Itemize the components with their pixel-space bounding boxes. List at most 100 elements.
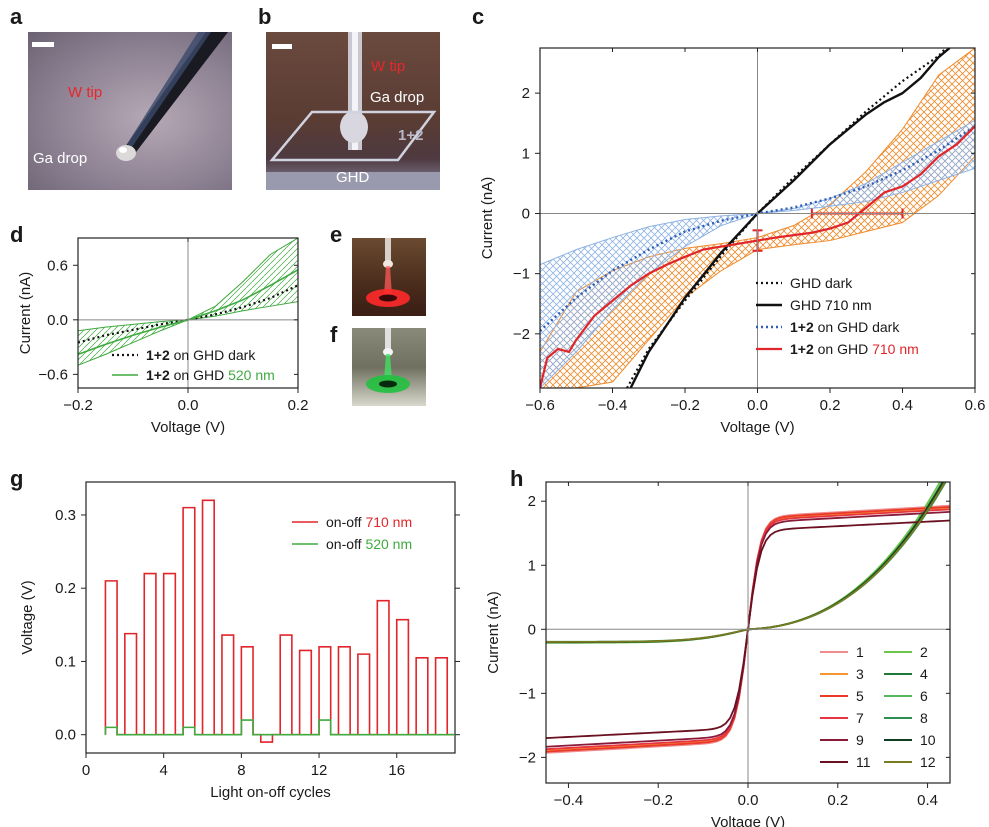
substrate-label-b: GHD <box>336 169 370 186</box>
y-tick-label: 0.0 <box>55 727 76 744</box>
ga-drop-shape <box>340 111 368 143</box>
series-line <box>540 125 975 388</box>
x-tick-label: −0.2 <box>63 397 93 414</box>
panel-label-b: b <box>258 4 272 29</box>
x-tick-label: −0.2 <box>643 792 673 809</box>
x-tick-label: 0.2 <box>288 397 309 414</box>
error-band-orange <box>540 48 975 388</box>
y-tick-label: 0.2 <box>55 580 76 597</box>
legend-entry: GHD 710 nm <box>790 297 872 313</box>
y-tick-label: 0.0 <box>47 312 68 329</box>
error-band-lightgreen <box>78 238 298 366</box>
legend-label: 9 <box>856 732 864 748</box>
legend-label: 3 <box>856 666 864 682</box>
sample-label-b: 1+2 <box>398 127 424 144</box>
plot-frame <box>85 481 456 754</box>
x-tick-label: 0.6 <box>965 397 986 414</box>
x-tick-label: 4 <box>160 762 168 779</box>
photo-a: W tip Ga drop <box>28 32 232 190</box>
legend-label: 5 <box>856 688 864 704</box>
y-axis-label: Current (nA) <box>485 591 502 674</box>
x-tick-label: 0.4 <box>892 397 913 414</box>
y-tick-label: 0.3 <box>55 507 76 524</box>
legend-label: 11 <box>856 754 871 770</box>
legend-label: 6 <box>920 688 928 704</box>
y-tick-label: 2 <box>528 493 536 510</box>
x-tick-label: 0.0 <box>738 792 759 809</box>
legend-label: 8 <box>920 710 928 726</box>
legend-entry: 1+2 on GHD dark <box>146 347 256 363</box>
panel-label-c: c <box>472 4 485 29</box>
y-tick-label: −2 <box>513 326 530 343</box>
legend-label: 10 <box>920 732 936 748</box>
w-tip-label-b: W tip <box>371 58 406 75</box>
x-axis-label: Voltage (V) <box>151 419 225 436</box>
y-axis-label: Voltage (V) <box>19 580 36 654</box>
panel-label-h: h <box>510 466 524 491</box>
chart-d: −0.2 0.0 0.2 −0.6 0.0 0.6 Voltage (V) Current (… <box>17 237 309 436</box>
step-series-line <box>104 719 455 736</box>
photo-e-drawing <box>366 238 410 307</box>
panel-label-e: e <box>330 222 343 247</box>
panel-label-g: g <box>10 466 24 491</box>
legend-entry: on-off 710 nm <box>326 514 412 530</box>
x-tick-label: 0.2 <box>820 397 841 414</box>
y-tick-label: 0 <box>528 621 536 638</box>
legend-entry: 1+2 on GHD 710 nm <box>790 341 919 357</box>
legend-label: 4 <box>920 666 928 682</box>
y-tick-label: −0.6 <box>38 366 68 383</box>
x-tick-label: −0.4 <box>554 792 584 809</box>
legend-label: 1 <box>856 644 864 660</box>
panel-label-a: a <box>10 4 23 29</box>
legend-entry: 1+2 on GHD 520 nm <box>146 367 275 383</box>
y-tick-label: −2 <box>519 749 536 766</box>
legend-label: 7 <box>856 710 864 726</box>
y-axis-label: Current (nA) <box>17 272 34 355</box>
y-tick-label: 0.6 <box>47 257 68 274</box>
x-tick-label: −0.2 <box>670 397 700 414</box>
series-line <box>629 48 951 388</box>
y-tick-label: 2 <box>522 85 530 102</box>
sample-parallelogram <box>269 110 437 162</box>
x-axis-label: Voltage (V) <box>711 814 785 827</box>
x-tick-label: 8 <box>237 762 245 779</box>
legend-entry: on-off 520 nm <box>326 536 412 552</box>
x-tick-label: 16 <box>388 762 405 779</box>
photo-b-drawing <box>266 32 440 190</box>
x-axis-label: Voltage (V) <box>720 419 794 436</box>
y-tick-label: 1 <box>522 145 530 162</box>
w-tip-shape <box>123 32 228 156</box>
photo-f <box>352 328 426 406</box>
ga-drop-label-a: Ga drop <box>33 150 88 167</box>
error-band-lightblue <box>540 119 975 388</box>
x-tick-label: 12 <box>311 762 328 779</box>
y-tick-label: −1 <box>519 685 536 702</box>
x-tick-label: 0 <box>82 762 90 779</box>
y-tick-label: 1 <box>528 557 536 574</box>
x-tick-label: −0.6 <box>525 397 555 414</box>
panel-label-d: d <box>10 222 24 247</box>
scale-bar <box>272 44 292 49</box>
w-tip-label-a: W tip <box>68 84 103 101</box>
legend-label: 12 <box>920 754 936 770</box>
x-tick-label: 0.0 <box>747 397 768 414</box>
panel-label-f: f <box>330 322 338 347</box>
chart-c: −0.6 −0.4 −0.2 0.0 0.2 0.4 0.6 −2 −1 0 1 2 Voltage (… <box>479 47 986 436</box>
y-tick-label: 0 <box>522 205 530 222</box>
x-tick-label: 0.2 <box>827 792 848 809</box>
scale-bar <box>32 42 54 47</box>
y-tick-label: 0.1 <box>55 653 76 670</box>
photo-b: W tip Ga drop 1+2 GHD <box>266 32 440 190</box>
photo-e <box>352 238 426 316</box>
x-tick-label: 0.4 <box>917 792 938 809</box>
photo-a-drawing <box>32 32 228 161</box>
legend-label: 2 <box>920 644 928 660</box>
photo-f-drawing <box>366 328 410 393</box>
x-tick-label: 0.0 <box>178 397 199 414</box>
y-tick-label: −1 <box>513 266 530 283</box>
legend-entry: 1+2 on GHD dark <box>790 319 900 335</box>
x-axis-label: Light on-off cycles <box>210 784 331 801</box>
x-tick-label: −0.4 <box>598 397 628 414</box>
